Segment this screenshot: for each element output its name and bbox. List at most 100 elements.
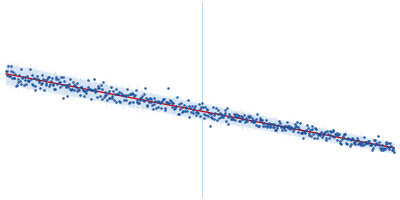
- Point: [257, 118, 264, 121]
- Point: [44, 77, 50, 80]
- Point: [135, 101, 141, 105]
- Point: [332, 132, 338, 135]
- Point: [103, 94, 110, 97]
- Point: [52, 88, 58, 91]
- Point: [287, 128, 293, 131]
- Point: [262, 124, 268, 127]
- Point: [106, 97, 112, 100]
- Point: [320, 132, 326, 136]
- Point: [286, 124, 292, 127]
- Point: [284, 121, 290, 124]
- Point: [280, 125, 286, 128]
- Point: [30, 84, 36, 87]
- Point: [36, 80, 42, 83]
- Point: [316, 132, 322, 135]
- Point: [176, 102, 182, 106]
- Point: [292, 123, 298, 126]
- Point: [108, 96, 115, 99]
- Point: [271, 123, 278, 126]
- Point: [221, 111, 228, 115]
- Point: [167, 99, 173, 102]
- Point: [178, 106, 185, 109]
- Point: [98, 84, 104, 87]
- Point: [175, 113, 181, 116]
- Point: [246, 116, 252, 119]
- Point: [304, 127, 311, 130]
- Point: [134, 98, 140, 101]
- Point: [229, 117, 236, 121]
- Point: [278, 125, 284, 128]
- Point: [269, 122, 275, 125]
- Point: [38, 81, 45, 85]
- Point: [87, 87, 93, 90]
- Point: [142, 87, 148, 90]
- Point: [364, 141, 370, 145]
- Point: [242, 120, 248, 123]
- Point: [198, 106, 204, 109]
- Point: [252, 119, 258, 123]
- Point: [333, 131, 340, 134]
- Point: [8, 69, 14, 72]
- Point: [380, 148, 386, 151]
- Point: [200, 106, 206, 109]
- Point: [310, 132, 316, 136]
- Point: [347, 138, 354, 141]
- Point: [239, 117, 246, 121]
- Point: [139, 95, 145, 98]
- Point: [89, 89, 96, 92]
- Point: [6, 74, 12, 77]
- Point: [318, 130, 324, 134]
- Point: [88, 89, 94, 92]
- Point: [96, 86, 102, 90]
- Point: [99, 88, 106, 91]
- Point: [385, 141, 391, 144]
- Point: [341, 137, 348, 140]
- Point: [91, 77, 97, 80]
- Point: [56, 86, 63, 89]
- Point: [324, 130, 330, 133]
- Point: [285, 125, 292, 128]
- Point: [267, 126, 274, 129]
- Point: [297, 121, 303, 124]
- Point: [374, 142, 380, 145]
- Point: [130, 92, 137, 95]
- Point: [283, 124, 289, 127]
- Point: [339, 137, 345, 140]
- Point: [381, 146, 387, 149]
- Point: [302, 132, 308, 135]
- Point: [361, 141, 368, 144]
- Point: [260, 125, 266, 128]
- Point: [231, 113, 237, 116]
- Point: [69, 87, 75, 91]
- Point: [108, 85, 114, 88]
- Point: [170, 101, 176, 104]
- Point: [282, 128, 288, 132]
- Point: [26, 80, 32, 83]
- Point: [186, 105, 192, 108]
- Point: [93, 90, 99, 93]
- Point: [371, 139, 377, 142]
- Point: [388, 149, 395, 152]
- Point: [24, 80, 31, 83]
- Point: [47, 82, 54, 86]
- Point: [342, 132, 348, 135]
- Point: [81, 89, 88, 93]
- Point: [149, 104, 155, 107]
- Point: [85, 79, 92, 82]
- Point: [107, 96, 113, 100]
- Point: [280, 126, 287, 129]
- Point: [189, 104, 195, 107]
- Point: [14, 84, 20, 87]
- Point: [368, 143, 375, 146]
- Point: [113, 101, 120, 104]
- Point: [12, 73, 18, 76]
- Point: [4, 73, 10, 76]
- Point: [242, 116, 249, 119]
- Point: [64, 94, 70, 97]
- Point: [190, 108, 196, 112]
- Point: [130, 100, 136, 103]
- Point: [266, 125, 273, 128]
- Point: [268, 122, 274, 125]
- Point: [124, 87, 130, 90]
- Point: [92, 88, 98, 91]
